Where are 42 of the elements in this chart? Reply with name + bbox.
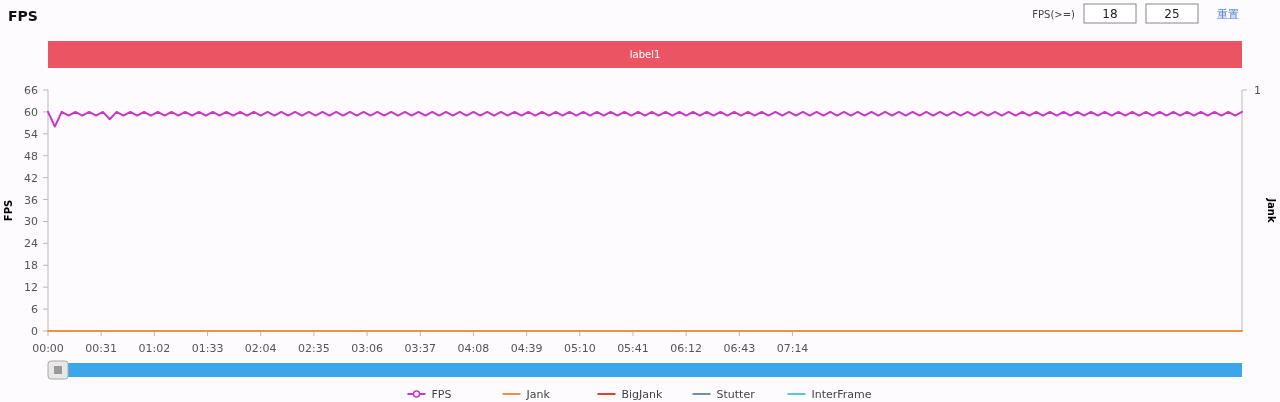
x-tick-label: 04:08 xyxy=(457,342,490,355)
text: 重置 xyxy=(1217,8,1239,21)
x-tick-label: 03:06 xyxy=(351,342,383,355)
y-tick-label: 36 xyxy=(24,193,38,207)
x-tick-label: 06:43 xyxy=(723,342,756,355)
x-tick-label: 02:04 xyxy=(244,342,277,355)
legend-label: Jank xyxy=(525,388,551,401)
y-tick-label: 0 xyxy=(31,325,38,338)
y-tick-label: 60 xyxy=(24,105,38,119)
x-tick-label: 00:00 xyxy=(32,342,64,355)
legend-label: Stutter xyxy=(716,388,756,401)
y-tick-label: 18 xyxy=(24,259,38,273)
legend-label: InterFrame xyxy=(811,388,872,401)
x-tick-label: 05:10 xyxy=(563,342,596,355)
x-tick-label: 03:37 xyxy=(404,342,437,355)
x-tick-label: 02:35 xyxy=(298,342,330,355)
x-tick-label: 04:39 xyxy=(510,342,543,355)
legend-label: BigJank xyxy=(621,388,664,401)
line-series xyxy=(47,110,1243,128)
y-tick-label: 6 xyxy=(31,303,38,317)
legend-label: FPS xyxy=(431,388,452,401)
y-tick-label: 30 xyxy=(24,215,38,229)
text: 18 xyxy=(1102,7,1118,21)
x-tick-label: 01:33 xyxy=(191,342,224,355)
y-tick-label: 24 xyxy=(24,237,38,251)
x-tick-label: 05:41 xyxy=(617,342,649,355)
y-tick-label: 54 xyxy=(24,127,38,141)
label-ribbon: label1 xyxy=(48,41,1242,68)
x-tick-label: 06:12 xyxy=(670,342,703,355)
x-tick-label: 00:31 xyxy=(85,342,118,355)
x-tick-label: 01:02 xyxy=(138,342,171,355)
chart-title: FPS xyxy=(8,8,38,24)
y-axis-title: FPS xyxy=(3,199,14,222)
y-tick-label: 66 xyxy=(24,84,38,97)
text: FPS(>=) xyxy=(1032,9,1076,20)
text: 25 xyxy=(1164,7,1180,21)
text: 1 xyxy=(1254,84,1261,97)
y2-axis-title: Jank xyxy=(1266,197,1277,223)
y-tick-label: 42 xyxy=(24,171,38,185)
y-tick-label: 48 xyxy=(24,149,38,163)
x-tick-label: 07:14 xyxy=(776,342,809,355)
y-tick-label: 12 xyxy=(24,281,38,295)
